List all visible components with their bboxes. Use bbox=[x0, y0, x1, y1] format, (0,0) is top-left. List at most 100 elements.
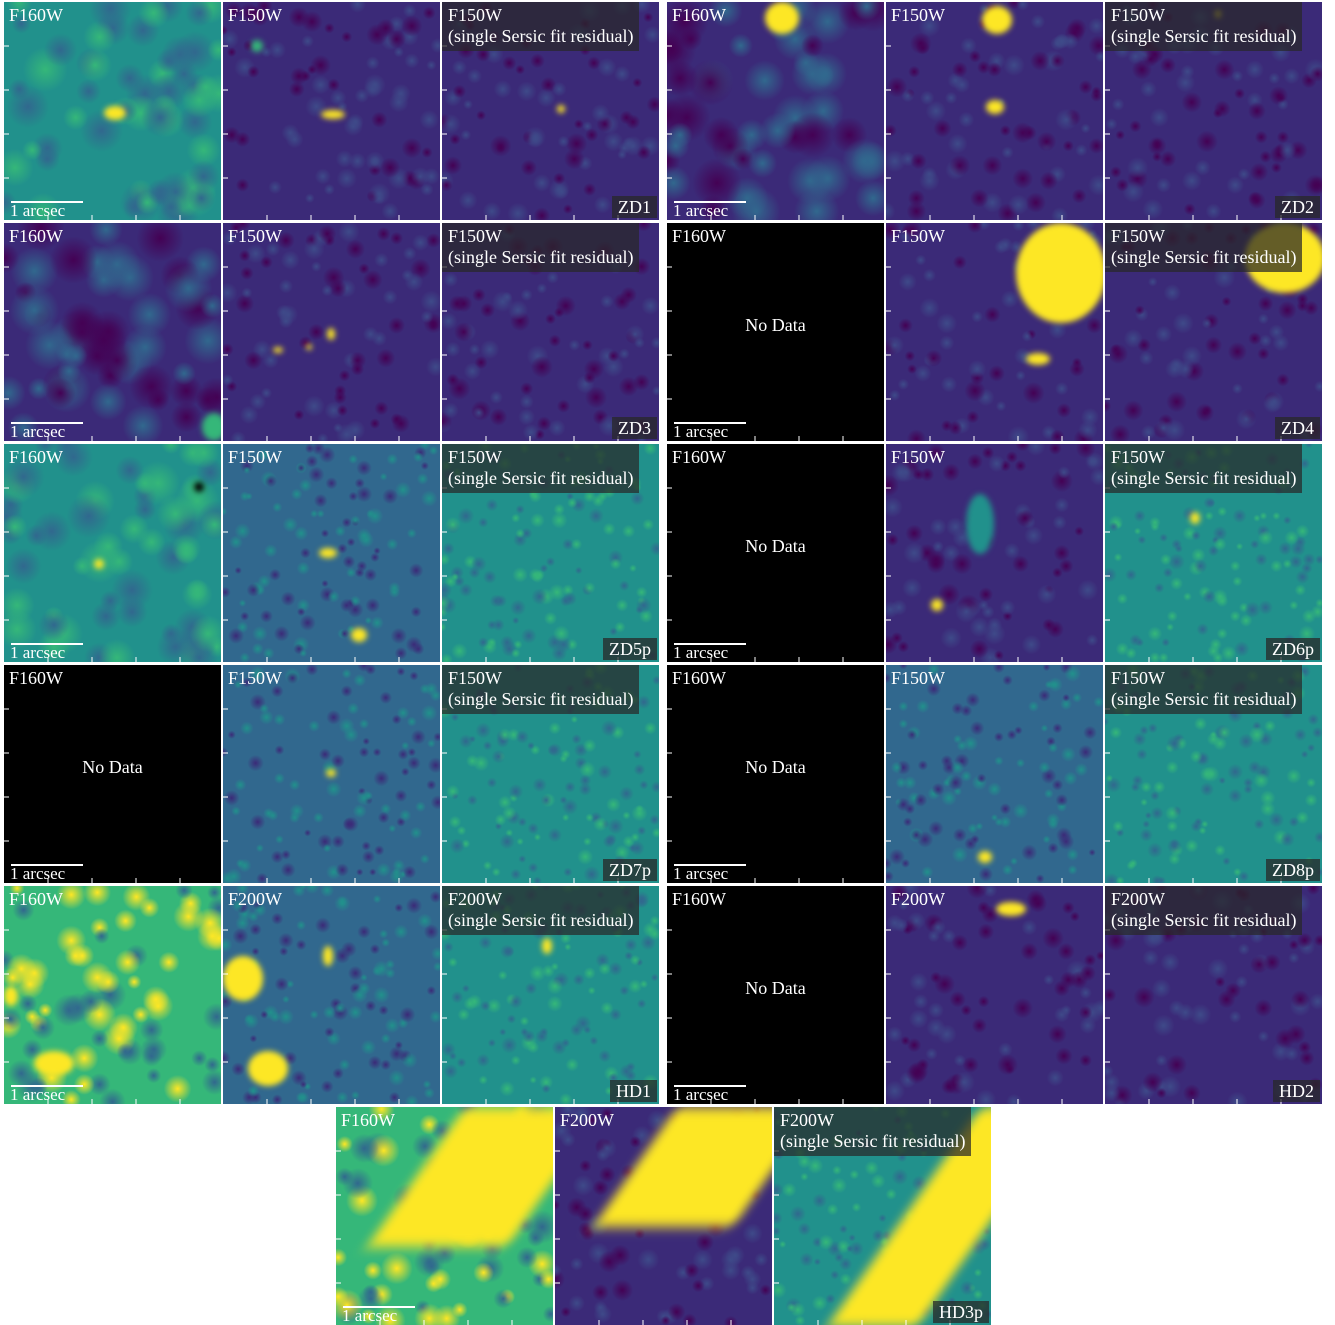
image-background bbox=[223, 2, 440, 220]
filter-name: F160W bbox=[672, 889, 726, 909]
filter-label: F150W bbox=[228, 447, 282, 468]
filter-name: F150W bbox=[1111, 226, 1165, 246]
image-background bbox=[223, 665, 440, 883]
image-background bbox=[667, 886, 884, 1104]
hst-panel-zd6p: F160W No Data 1 arcsec bbox=[667, 444, 884, 662]
hst-panel-hd2: F160W No Data 1 arcsec bbox=[667, 886, 884, 1104]
residual-filter-label: F150W (single Sersic fit residual) bbox=[1105, 665, 1303, 714]
image-background bbox=[4, 665, 221, 883]
source-blob bbox=[223, 956, 263, 1001]
image-background bbox=[4, 444, 221, 662]
scale-bar bbox=[674, 643, 746, 645]
residual-caption: (single Sersic fit residual) bbox=[1111, 26, 1297, 46]
filter-name: F150W bbox=[891, 226, 945, 246]
source-blob bbox=[202, 413, 221, 441]
residual-filter-label: F150W (single Sersic fit residual) bbox=[442, 665, 640, 714]
source-blob bbox=[251, 40, 263, 52]
scale-bar-label: 1 arcsec bbox=[673, 864, 729, 883]
nircam-panel-zd3: F150W bbox=[223, 223, 440, 441]
filter-label: F150W bbox=[228, 226, 282, 247]
source-blob bbox=[978, 851, 992, 863]
cutout-group-zd7p: F160W No Data 1 arcsec F150W F150W (single Se… bbox=[4, 665, 659, 883]
filter-name: F200W bbox=[228, 889, 282, 909]
source-blob bbox=[321, 110, 345, 119]
no-data-label: No Data bbox=[745, 536, 806, 556]
scale-bar bbox=[674, 864, 746, 866]
source-blob bbox=[1016, 223, 1103, 323]
scale-bar bbox=[674, 1085, 746, 1087]
image-background bbox=[667, 665, 884, 883]
residual-filter-label: F150W (single Sersic fit residual) bbox=[1105, 2, 1303, 51]
filter-name: F160W bbox=[672, 5, 726, 25]
scale-bar-label: 1 arcsec bbox=[10, 643, 66, 662]
nircam-panel-zd4: F150W bbox=[886, 223, 1103, 441]
source-blob bbox=[931, 599, 943, 611]
scale-bar bbox=[674, 201, 746, 203]
nircam-panel-zd1: F150W bbox=[223, 2, 440, 220]
residual-filter-label: F200W (single Sersic fit residual) bbox=[442, 886, 640, 935]
source-blob bbox=[1190, 512, 1200, 524]
nircam-panel-zd6p: F150W bbox=[886, 444, 1103, 662]
source-blob bbox=[34, 1051, 74, 1076]
residual-panel-zd1: F150W (single Sersic fit residual) ZD1 bbox=[442, 2, 659, 220]
object-id-label: HD1 bbox=[610, 1080, 657, 1102]
filter-name: F150W bbox=[228, 226, 282, 246]
filter-label: F160W bbox=[672, 226, 726, 247]
scale-bar bbox=[11, 864, 83, 866]
nircam-panel-zd7p: F150W bbox=[223, 665, 440, 883]
nircam-panel-zd8p: F150W bbox=[886, 665, 1103, 883]
filter-name: F200W bbox=[560, 1110, 614, 1130]
cutout-group-hd2: F160W No Data 1 arcsec F200W F200W (single Se… bbox=[667, 886, 1322, 1104]
hst-panel-zd5p: F160W 1 arcsec bbox=[4, 444, 221, 662]
filter-name: F150W bbox=[448, 447, 502, 467]
source-blob bbox=[1026, 353, 1050, 365]
no-data-label: No Data bbox=[745, 978, 806, 998]
source-blob bbox=[306, 344, 312, 350]
filter-name: F150W bbox=[1111, 447, 1165, 467]
residual-filter-label: F150W (single Sersic fit residual) bbox=[442, 223, 640, 272]
cutout-group-zd6p: F160W No Data 1 arcsec F150W F150W (single Se… bbox=[667, 444, 1322, 662]
image-background bbox=[4, 223, 221, 441]
residual-caption: (single Sersic fit residual) bbox=[448, 910, 634, 930]
filter-name: F150W bbox=[891, 668, 945, 688]
residual-filter-label: F200W (single Sersic fit residual) bbox=[774, 1107, 972, 1156]
residual-caption: (single Sersic fit residual) bbox=[448, 26, 634, 46]
cutout-group-zd4: F160W No Data 1 arcsec F150W F150W (single Se… bbox=[667, 223, 1322, 441]
hst-panel-zd4: F160W No Data 1 arcsec bbox=[667, 223, 884, 441]
filter-name: F150W bbox=[448, 668, 502, 688]
filter-name: F150W bbox=[228, 447, 282, 467]
cutout-group-hd3p: F160W 1 arcsec F200W F200W (single Sersic fi… bbox=[336, 1107, 991, 1325]
scale-bar-label: 1 arcsec bbox=[673, 201, 729, 220]
residual-panel-zd6p: F150W (single Sersic fit residual) ZD6p bbox=[1105, 444, 1322, 662]
image-background bbox=[886, 444, 1103, 662]
filter-label: F160W bbox=[9, 226, 63, 247]
residual-panel-zd3: F150W (single Sersic fit residual) ZD3 bbox=[442, 223, 659, 441]
filter-name: F150W bbox=[228, 5, 282, 25]
image-background bbox=[667, 444, 884, 662]
filter-name: F150W bbox=[891, 447, 945, 467]
hst-panel-hd3p: F160W 1 arcsec bbox=[336, 1107, 553, 1325]
object-id-label: ZD2 bbox=[1275, 196, 1320, 218]
filter-label: F200W bbox=[891, 889, 945, 910]
image-background bbox=[4, 886, 221, 1104]
nircam-panel-hd2: F200W bbox=[886, 886, 1103, 1104]
source-blob bbox=[104, 106, 126, 120]
object-id-label: ZD6p bbox=[1266, 638, 1320, 660]
scale-bar bbox=[674, 422, 746, 424]
source-blob bbox=[986, 100, 1004, 114]
scale-bar-label: 1 arcsec bbox=[10, 201, 66, 220]
scale-bar bbox=[11, 422, 83, 424]
source-blob bbox=[323, 946, 333, 966]
cutout-group-zd2: F160W 1 arcsec F150W F150W (single Sersic fi… bbox=[667, 2, 1322, 220]
no-data-label: No Data bbox=[82, 757, 143, 777]
source-blob bbox=[326, 769, 336, 777]
object-id-label: ZD3 bbox=[612, 417, 657, 439]
image-background bbox=[886, 665, 1103, 883]
nircam-panel-zd2: F150W bbox=[886, 2, 1103, 220]
source-blob bbox=[94, 559, 104, 569]
image-background bbox=[223, 444, 440, 662]
filter-name: F160W bbox=[9, 889, 63, 909]
residual-filter-label: F150W (single Sersic fit residual) bbox=[442, 444, 640, 493]
filter-name: F160W bbox=[672, 226, 726, 246]
filter-label: F160W bbox=[9, 447, 63, 468]
